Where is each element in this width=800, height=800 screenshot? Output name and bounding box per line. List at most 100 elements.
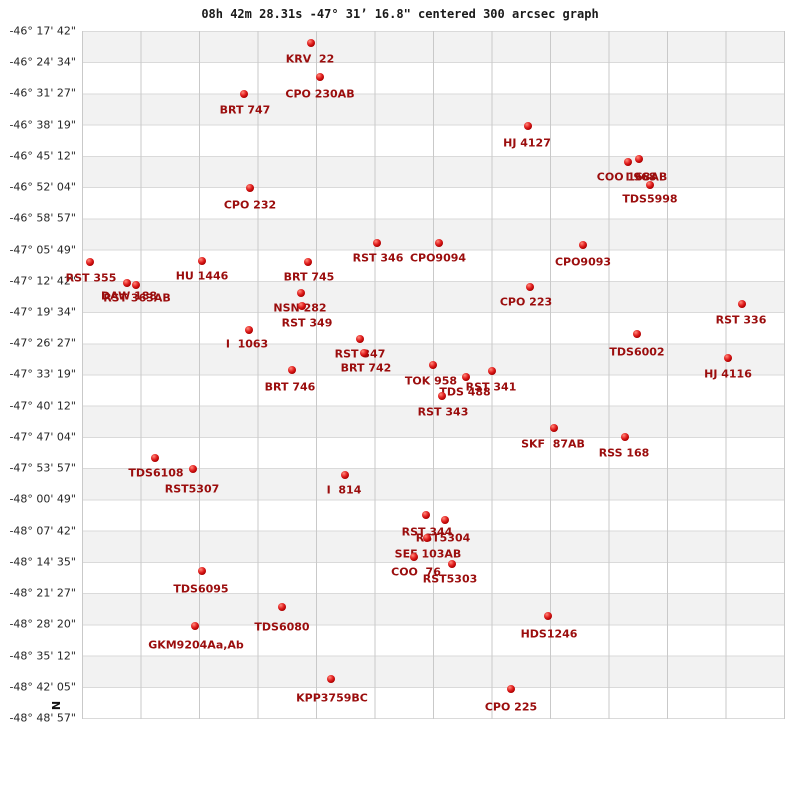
star-point[interactable] [360, 349, 368, 357]
star-point[interactable] [191, 622, 199, 630]
star-label: CPO 230AB [285, 87, 355, 101]
y-axis-tick-label: -47° 12' 42" [9, 274, 76, 288]
star-label: CPO 223 [499, 295, 553, 309]
star-point[interactable] [297, 289, 305, 297]
star-point[interactable] [738, 300, 746, 308]
star-point[interactable] [438, 392, 446, 400]
star-point[interactable] [448, 560, 456, 568]
star-label: CPO9094 [409, 251, 467, 265]
y-axis-tick-label: -47° 05' 49" [9, 243, 76, 257]
star-point[interactable] [635, 155, 643, 163]
star-point[interactable] [278, 603, 286, 611]
star-point[interactable] [441, 516, 449, 524]
star-point[interactable] [189, 465, 197, 473]
star-point[interactable] [462, 373, 470, 381]
y-axis-tick-label: -48° 28' 20" [9, 617, 76, 631]
y-axis-tick-label: -46° 45' 12" [9, 149, 76, 163]
star-point[interactable] [288, 366, 296, 374]
star-point[interactable] [123, 279, 131, 287]
star-point[interactable] [307, 39, 315, 47]
star-point[interactable] [544, 612, 552, 620]
star-label: TDS6095 [173, 582, 229, 596]
star-label: CPO 232 [223, 198, 277, 212]
star-point[interactable] [327, 675, 335, 683]
y-axis-tick-label: -48° 35' 12" [9, 649, 76, 663]
star-label: RST 341 [465, 380, 517, 394]
star-point[interactable] [507, 685, 515, 693]
star-label: CPO 225 [484, 700, 538, 714]
star-label: RST5303 [422, 572, 478, 586]
star-point[interactable] [624, 158, 632, 166]
star-label: RST5307 [164, 482, 220, 496]
star-point[interactable] [86, 258, 94, 266]
star-point[interactable] [298, 302, 306, 310]
star-point[interactable] [410, 553, 418, 561]
star-label: HU 1446 [175, 269, 229, 283]
plot-area [82, 31, 785, 719]
star-label: GKM9204Aa,Ab [148, 638, 244, 652]
star-point[interactable] [304, 258, 312, 266]
y-axis-tick-label: -47° 40' 12" [9, 399, 76, 413]
y-axis-tick-label: -46° 58' 57" [9, 211, 76, 225]
star-point[interactable] [435, 239, 443, 247]
star-point[interactable] [422, 511, 430, 519]
star-label: RST 363AB [103, 291, 171, 305]
star-point[interactable] [198, 257, 206, 265]
y-axis-tick-label: -48° 14' 35" [9, 555, 76, 569]
star-point[interactable] [356, 335, 364, 343]
star-point[interactable] [550, 424, 558, 432]
star-label: TDS5998 [622, 192, 678, 206]
star-label: TDS6080 [254, 620, 310, 634]
y-axis-tick-label: -48° 42' 05" [9, 680, 76, 694]
star-point[interactable] [198, 567, 206, 575]
star-label: RST 349 [281, 316, 333, 330]
star-point[interactable] [246, 184, 254, 192]
y-axis-tick-label: -47° 47' 04" [9, 430, 76, 444]
y-axis-tick-label: -48° 00' 49" [9, 492, 76, 506]
star-point[interactable] [429, 361, 437, 369]
star-label: BRT 745 [283, 270, 335, 284]
star-label: CPO9093 [554, 255, 612, 269]
star-label: BRT 742 [340, 361, 392, 375]
chart-title: 08h 42m 28.31s -47° 31’ 16.8" centered 3… [201, 7, 599, 21]
star-label: RST 355 [65, 271, 117, 285]
star-label: DAW 188 [100, 289, 158, 303]
star-label: HJ 4116 [704, 367, 752, 381]
star-point[interactable] [579, 241, 587, 249]
star-point[interactable] [316, 73, 324, 81]
y-axis-tick-label: -48° 48' 57" [9, 711, 76, 725]
y-axis-tick-label: -46° 38' 19" [9, 118, 76, 132]
star-label: I 968 [625, 170, 657, 184]
y-axis-tick-label: -47° 19' 34" [9, 305, 76, 319]
star-label: COO 76 [391, 565, 441, 579]
star-label: RSS 168 [598, 446, 650, 460]
star-label: RST 343 [417, 405, 469, 419]
star-point[interactable] [488, 367, 496, 375]
star-label: SEE 103AB [394, 547, 462, 561]
star-point[interactable] [240, 90, 248, 98]
y-axis-tick-label: -47° 33' 19" [9, 367, 76, 381]
star-label: RST 344 [401, 525, 453, 539]
star-point[interactable] [724, 354, 732, 362]
star-label: RST 347 [334, 347, 386, 361]
star-label: HDS1246 [520, 627, 578, 641]
star-point[interactable] [526, 283, 534, 291]
star-label: RST 346 [352, 251, 404, 265]
star-point[interactable] [245, 326, 253, 334]
star-label: COO 168AB [596, 170, 668, 184]
north-indicator: N [49, 700, 63, 711]
star-point[interactable] [621, 433, 629, 441]
star-point[interactable] [633, 330, 641, 338]
y-axis-tick-label: -47° 26' 27" [9, 336, 76, 350]
star-label: I 1063 [225, 337, 269, 351]
star-label: KPP3759BC [296, 691, 368, 705]
star-point[interactable] [373, 239, 381, 247]
star-point[interactable] [341, 471, 349, 479]
star-point[interactable] [646, 181, 654, 189]
star-point[interactable] [132, 281, 140, 289]
y-axis-tick-label: -46° 24' 34" [9, 55, 76, 69]
star-label: BRT 747 [219, 103, 271, 117]
star-point[interactable] [151, 454, 159, 462]
star-point[interactable] [423, 534, 431, 542]
star-point[interactable] [524, 122, 532, 130]
